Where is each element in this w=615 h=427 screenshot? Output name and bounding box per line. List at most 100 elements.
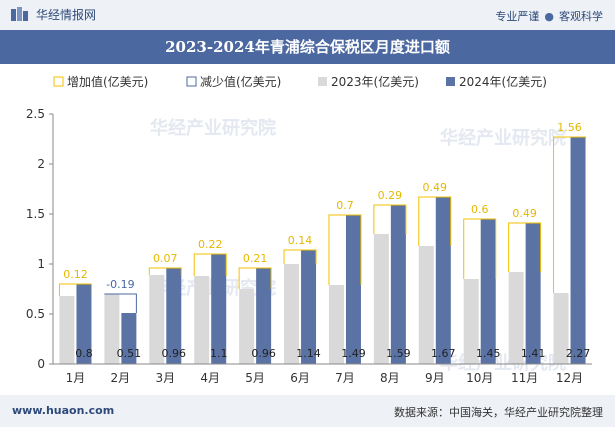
change-label: 0.49 bbox=[512, 207, 537, 220]
value-label: 1.14 bbox=[296, 347, 321, 360]
bar-2023 bbox=[508, 272, 524, 364]
bar-2023 bbox=[418, 246, 434, 364]
watermark-text: 华经产业研究院 bbox=[440, 127, 566, 149]
value-label: 0.51 bbox=[117, 347, 142, 360]
change-label: -0.19 bbox=[106, 278, 134, 291]
increase-marker bbox=[553, 136, 587, 293]
chart-area: 华经产业研究院华经产业研究院华经产业研究院华经产业研究院增加值(亿美元)减少值(… bbox=[26, 74, 592, 385]
bar-2023 bbox=[194, 276, 210, 364]
y-tick-label: 0 bbox=[37, 357, 45, 371]
huajing-logo-icon bbox=[11, 7, 28, 21]
increase-marker bbox=[463, 218, 497, 279]
bar-2024 bbox=[76, 284, 92, 364]
increase-marker bbox=[283, 249, 317, 264]
bar-2024 bbox=[390, 205, 406, 364]
x-tick-label: 10月 bbox=[466, 371, 493, 385]
y-tick-label: 2.5 bbox=[26, 107, 45, 121]
tagline-left: 专业严谨 bbox=[495, 10, 540, 23]
value-label: 0.96 bbox=[162, 347, 187, 360]
x-tick-label: 5月 bbox=[245, 371, 265, 385]
x-tick-label: 4月 bbox=[200, 371, 220, 385]
legend-increase-label: 增加值(亿美元) bbox=[67, 74, 148, 89]
change-label: 0.14 bbox=[288, 234, 313, 247]
top-bar: 华经情报网 专业严谨 ● 客观科学 bbox=[0, 0, 615, 30]
x-tick-label: 2月 bbox=[111, 371, 131, 385]
change-label: 0.07 bbox=[153, 252, 178, 265]
y-tick-label: 2 bbox=[37, 157, 45, 171]
increase-marker bbox=[508, 222, 542, 272]
watermark-text: 华经产业研究院 bbox=[150, 117, 276, 139]
legend-2024-label: 2024年(亿美元) bbox=[459, 74, 547, 89]
value-label: 0.8 bbox=[75, 347, 93, 360]
x-tick-label: 7月 bbox=[335, 371, 355, 385]
change-label: 0.22 bbox=[198, 238, 223, 251]
brand-logo[interactable]: 华经情报网 bbox=[10, 6, 96, 24]
bar-2023 bbox=[284, 264, 300, 364]
chart-title: 2023-2024年青浦综合保税区月度进口额 bbox=[165, 38, 450, 56]
footer-bar: www.huaon.com 数据来源：中国海关，华经产业研究院整理 bbox=[0, 395, 615, 427]
value-label: 1.49 bbox=[341, 347, 366, 360]
legend-2023-swatch bbox=[318, 77, 327, 86]
increase-marker bbox=[238, 267, 272, 289]
legend-decrease-swatch bbox=[186, 76, 197, 87]
legend-increase-swatch bbox=[53, 76, 64, 87]
bar-2023 bbox=[149, 275, 165, 364]
change-label: 0.29 bbox=[378, 189, 403, 202]
change-label: 0.6 bbox=[471, 203, 489, 216]
value-label: 1.1 bbox=[210, 347, 228, 360]
bar-2024 bbox=[121, 313, 137, 364]
change-label: 0.21 bbox=[243, 252, 268, 265]
bar-2023 bbox=[59, 296, 75, 364]
y-tick-label: 0.5 bbox=[26, 307, 45, 321]
bar-2024 bbox=[256, 268, 272, 364]
bar-2023 bbox=[553, 293, 569, 364]
x-tick-label: 1月 bbox=[66, 371, 86, 385]
tagline-right: 客观科学 bbox=[559, 10, 603, 23]
value-label: 1.59 bbox=[386, 347, 411, 360]
y-tick-label: 1 bbox=[37, 257, 45, 271]
bar-2024 bbox=[166, 268, 182, 364]
change-label: 0.49 bbox=[423, 181, 448, 194]
brand-name: 华经情报网 bbox=[36, 8, 97, 22]
watermark-text: 华经产业研究院 bbox=[440, 352, 566, 374]
bar-2024 bbox=[570, 137, 586, 364]
increase-marker bbox=[328, 214, 362, 285]
bar-2024 bbox=[435, 197, 451, 364]
title-bar: 2023-2024年青浦综合保税区月度进口额 bbox=[0, 30, 615, 64]
data-source: 数据来源：中国海关，华经产业研究院整理 bbox=[394, 406, 603, 419]
bar-2024 bbox=[211, 254, 227, 364]
value-label: 1.41 bbox=[521, 347, 546, 360]
bar-2024 bbox=[480, 219, 496, 364]
x-tick-label: 12月 bbox=[556, 371, 583, 385]
legend-decrease-label: 减少值(亿美元) bbox=[200, 74, 281, 89]
x-tick-label: 9月 bbox=[425, 371, 445, 385]
x-tick-label: 6月 bbox=[290, 371, 310, 385]
bar-2023 bbox=[104, 294, 120, 364]
separator-dot-icon: ● bbox=[544, 10, 554, 23]
legend-2024-swatch bbox=[446, 77, 455, 86]
website-link[interactable]: www.huaon.com bbox=[12, 404, 115, 417]
change-label: 1.56 bbox=[557, 121, 582, 134]
decrease-marker bbox=[104, 293, 137, 313]
x-tick-label: 8月 bbox=[380, 371, 400, 385]
increase-marker bbox=[193, 253, 227, 276]
legend-2023-label: 2023年(亿美元) bbox=[331, 74, 419, 89]
bar-2023 bbox=[239, 289, 255, 364]
tagline: 专业严谨 ● 客观科学 bbox=[495, 8, 603, 24]
value-label: 1.45 bbox=[476, 347, 501, 360]
x-tick-label: 11月 bbox=[511, 371, 538, 385]
bar-2023 bbox=[373, 234, 389, 364]
value-label: 0.96 bbox=[251, 347, 276, 360]
change-label: 0.7 bbox=[336, 199, 354, 212]
increase-marker bbox=[148, 267, 182, 275]
y-tick-label: 1.5 bbox=[26, 207, 45, 221]
bar-2024 bbox=[525, 223, 541, 364]
bar-2024 bbox=[345, 215, 361, 364]
bar-2023 bbox=[463, 279, 479, 364]
increase-marker bbox=[373, 204, 407, 234]
increase-marker bbox=[418, 196, 452, 246]
change-label: 0.12 bbox=[63, 268, 88, 281]
x-tick-label: 3月 bbox=[155, 371, 175, 385]
value-label: 2.27 bbox=[566, 347, 591, 360]
value-label: 1.67 bbox=[431, 347, 456, 360]
